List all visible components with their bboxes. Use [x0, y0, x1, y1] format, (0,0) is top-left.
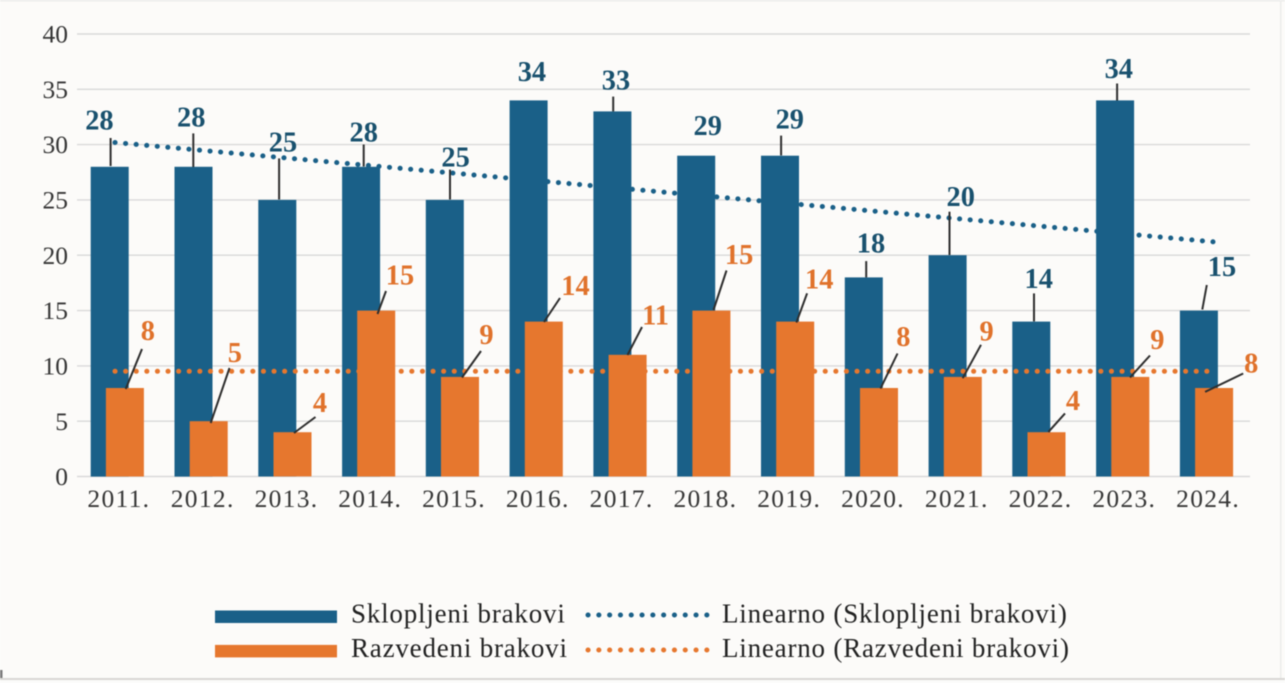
- svg-text:34: 34: [518, 57, 546, 88]
- svg-text:5: 5: [55, 407, 68, 436]
- svg-text:2017.: 2017.: [590, 484, 654, 513]
- svg-text:14: 14: [1025, 264, 1053, 295]
- svg-text:33: 33: [602, 66, 630, 97]
- svg-text:28: 28: [350, 118, 378, 149]
- svg-text:8: 8: [896, 322, 910, 353]
- svg-text:Sklopljeni brakovi: Sklopljeni brakovi: [351, 598, 566, 628]
- svg-text:Linearno (Razvedeni brakovi): Linearno (Razvedeni brakovi): [722, 633, 1070, 663]
- svg-text:25: 25: [441, 143, 469, 174]
- svg-text:2022.: 2022.: [1009, 484, 1073, 513]
- svg-text:35: 35: [43, 75, 69, 104]
- svg-text:2020.: 2020.: [841, 484, 905, 513]
- svg-text:40: 40: [43, 20, 69, 49]
- svg-text:29: 29: [694, 111, 722, 142]
- svg-text:9: 9: [979, 317, 993, 348]
- svg-text:15: 15: [386, 261, 414, 292]
- svg-text:2013.: 2013.: [255, 484, 319, 513]
- svg-text:0: 0: [55, 462, 68, 491]
- svg-text:11: 11: [642, 301, 669, 332]
- svg-text:8: 8: [141, 316, 155, 347]
- svg-text:30: 30: [43, 130, 69, 159]
- svg-text:4: 4: [313, 388, 327, 419]
- svg-text:2011.: 2011.: [87, 484, 150, 513]
- svg-text:2023.: 2023.: [1092, 484, 1156, 513]
- svg-text:4: 4: [1066, 386, 1080, 417]
- svg-text:14: 14: [561, 271, 589, 302]
- svg-text:34: 34: [1105, 54, 1133, 85]
- svg-text:9: 9: [1150, 325, 1164, 356]
- svg-text:25: 25: [269, 127, 297, 158]
- svg-text:29: 29: [776, 105, 804, 136]
- svg-text:2014.: 2014.: [338, 484, 402, 513]
- svg-text:2012.: 2012.: [171, 484, 235, 513]
- svg-text:2021.: 2021.: [925, 484, 989, 513]
- svg-text:20: 20: [43, 241, 69, 270]
- svg-text:25: 25: [43, 186, 69, 215]
- svg-text:2015.: 2015.: [422, 484, 486, 513]
- svg-text:9: 9: [479, 320, 493, 351]
- svg-text:15: 15: [1208, 252, 1236, 283]
- svg-text:8: 8: [1244, 348, 1258, 379]
- svg-text:Linearno (Sklopljeni brakovi): Linearno (Sklopljeni brakovi): [722, 598, 1068, 628]
- svg-text:2024.: 2024.: [1176, 484, 1240, 513]
- svg-text:20: 20: [947, 182, 975, 213]
- svg-text:28: 28: [85, 106, 113, 137]
- svg-text:5: 5: [228, 338, 242, 369]
- svg-text:2016.: 2016.: [506, 484, 570, 513]
- svg-text:14: 14: [805, 264, 833, 295]
- svg-text:Razvedeni brakovi: Razvedeni brakovi: [351, 633, 568, 663]
- svg-text:15: 15: [43, 296, 69, 325]
- svg-text:2018.: 2018.: [673, 484, 737, 513]
- svg-text:28: 28: [177, 103, 205, 134]
- svg-text:18: 18: [857, 229, 885, 260]
- svg-text:10: 10: [43, 352, 69, 381]
- svg-text:2019.: 2019.: [757, 484, 821, 513]
- svg-text:15: 15: [725, 240, 753, 271]
